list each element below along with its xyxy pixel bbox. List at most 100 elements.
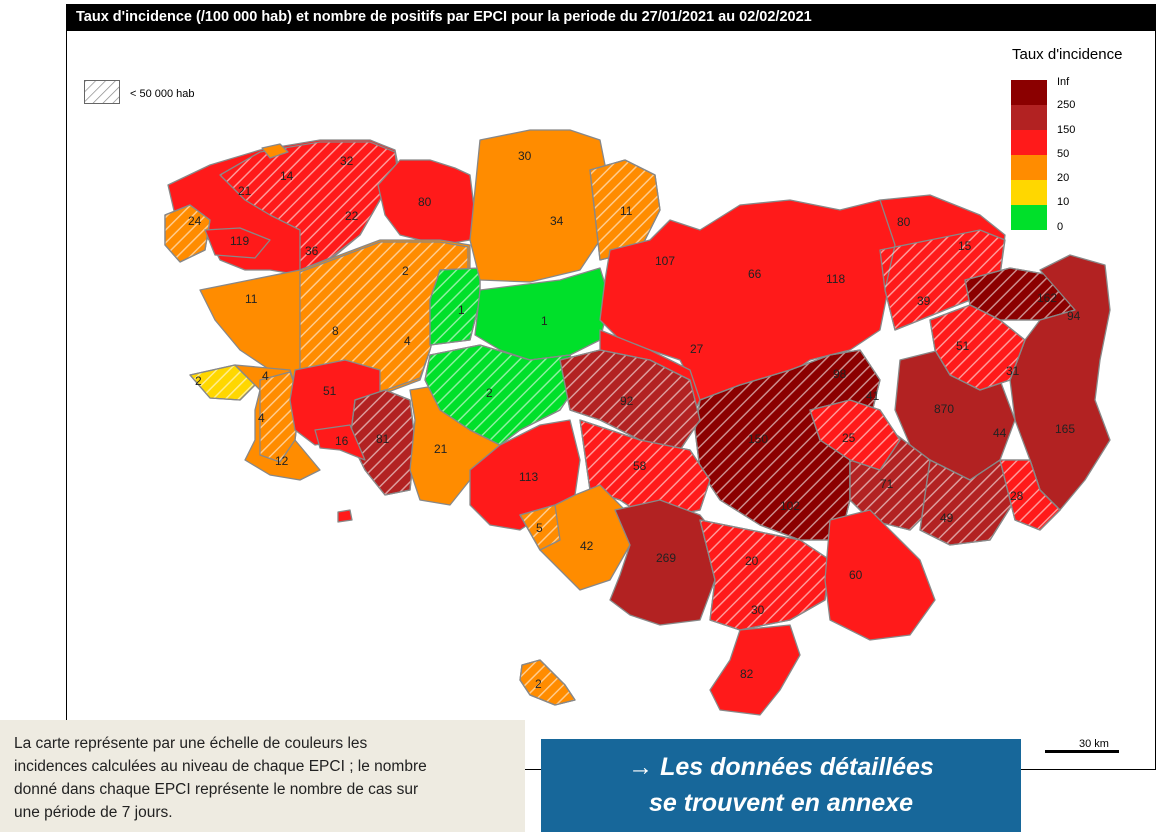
- epci-count-label: 11: [245, 292, 258, 306]
- epci-area: [204, 227, 271, 259]
- annex-callout-line2: se trouvent en annexe: [649, 789, 913, 817]
- epci-count-label: 49: [940, 511, 954, 525]
- epci-area: [919, 459, 1016, 546]
- note-line: La carte représente par une échelle de c…: [14, 735, 368, 752]
- epci-count-label: 107: [655, 254, 675, 268]
- island: [337, 509, 353, 523]
- legend-label: 0: [1057, 221, 1064, 233]
- epci-area: [999, 459, 1061, 531]
- legend-swatch: [1011, 205, 1047, 230]
- annex-callout-line1: → Les données détaillées: [628, 753, 934, 781]
- epci-area: [219, 141, 399, 271]
- epci-area: [559, 349, 701, 451]
- epci-count-label: 4: [258, 411, 265, 425]
- epci-count-label: 98: [833, 367, 847, 381]
- epci-count-label: 34: [550, 214, 564, 228]
- epci-count-label: 42: [580, 539, 594, 553]
- epci-count-label: 30: [518, 149, 532, 163]
- epci-count-label: 2: [402, 264, 409, 278]
- epci-area: [519, 504, 561, 551]
- note-line: donné dans chaque EPCI représente le nom…: [14, 781, 419, 798]
- epci-count-label: 44: [993, 426, 1007, 440]
- epci-area: [699, 519, 831, 631]
- epci-count-label: 102: [780, 499, 800, 513]
- epci-count-label: 82: [740, 667, 754, 681]
- note-line: incidences calculées au niveau de chaque…: [14, 758, 427, 775]
- epci-count-label: 25: [842, 431, 856, 445]
- epci-count-label: 5: [536, 521, 543, 535]
- epci-count-label: 113: [519, 470, 538, 484]
- epci-count-label: 4: [262, 369, 269, 383]
- hatch-legend-label: < 50 000 hab: [130, 88, 195, 100]
- epci-count-label: 66: [748, 267, 762, 281]
- epci-count-label: 1: [541, 314, 548, 328]
- legend-label: 50: [1057, 148, 1070, 160]
- epci-area: [164, 204, 211, 263]
- epci-count-label: 1: [458, 303, 465, 317]
- legend-swatch: [1011, 155, 1047, 180]
- epci-count-label: 2: [486, 386, 493, 400]
- epci-count-label: 22: [345, 209, 359, 223]
- hatch-legend-swatch: [84, 80, 120, 104]
- epci-area: [469, 129, 611, 283]
- epci-count-label: 32: [340, 154, 354, 168]
- scale-bar: [1045, 750, 1119, 753]
- epci-count-label: 30: [751, 603, 765, 617]
- epci-count-label: 150: [748, 432, 768, 446]
- epci-count-label: 119: [230, 234, 249, 248]
- legend-swatch: [1011, 180, 1047, 205]
- epci-count-label: 51: [956, 339, 970, 353]
- epci-count-label: 39: [917, 294, 931, 308]
- epci-count-label: 118: [826, 272, 845, 286]
- epci-count-label: 21: [434, 442, 448, 456]
- epci-area: [424, 344, 581, 446]
- map-note: La carte représente par une échelle de c…: [0, 720, 525, 832]
- epci-area: [609, 499, 721, 626]
- epci-count-label: 60: [849, 568, 863, 582]
- epci-area: [589, 159, 661, 261]
- epci-count-label: 81: [376, 432, 390, 446]
- epci-count-label: 269: [656, 551, 676, 565]
- epci-area: [709, 624, 801, 716]
- epci-count-label: 870: [934, 402, 954, 416]
- epci-count-label: 28: [1010, 489, 1024, 503]
- epci-area: [929, 304, 1026, 391]
- legend-label: 20: [1057, 172, 1070, 184]
- epci-count-label: 24: [188, 214, 202, 228]
- epci-count-label: 71: [880, 477, 894, 491]
- epci-count-label: 58: [633, 459, 647, 473]
- epci-count-label: 31: [1006, 364, 1020, 378]
- epci-count-label: 2: [195, 374, 202, 388]
- epci-area: [189, 364, 256, 401]
- epci-count-label: 80: [418, 195, 432, 209]
- epci-count-label: 51: [323, 384, 337, 398]
- epci-area: [314, 424, 366, 461]
- island: [519, 659, 576, 706]
- epci-count-label: 165: [1055, 422, 1075, 436]
- epci-count-label: 16: [335, 434, 349, 448]
- epci-count-label: 2: [535, 677, 542, 691]
- legend-label: 150: [1057, 124, 1076, 136]
- legend-label: 250: [1057, 99, 1076, 111]
- epci-count-label: 41: [866, 389, 880, 403]
- map-title: Taux d'incidence (/100 000 hab) et nombr…: [66, 4, 1156, 31]
- legend-label: Inf: [1057, 76, 1070, 88]
- epci-count-label: 36: [305, 244, 319, 258]
- epci-count-label: 14: [280, 169, 294, 183]
- epci-count-label: 162: [1037, 291, 1057, 305]
- epci-count-label: 27: [690, 342, 704, 356]
- legend-swatch: [1011, 80, 1047, 105]
- epci-count-label: 21: [238, 184, 252, 198]
- epci-count-label: 11: [620, 204, 633, 218]
- epci-area: [259, 371, 301, 463]
- epci-area: [824, 509, 936, 641]
- epci-area: [429, 267, 481, 346]
- scale-label: 30 km: [1079, 738, 1109, 750]
- epci-count-label: 20: [745, 554, 759, 568]
- legend-swatch: [1011, 105, 1047, 130]
- epci-count-label: 80: [897, 215, 911, 229]
- note-line: une période de 7 jours.: [14, 804, 173, 821]
- legend-swatch: [1011, 130, 1047, 155]
